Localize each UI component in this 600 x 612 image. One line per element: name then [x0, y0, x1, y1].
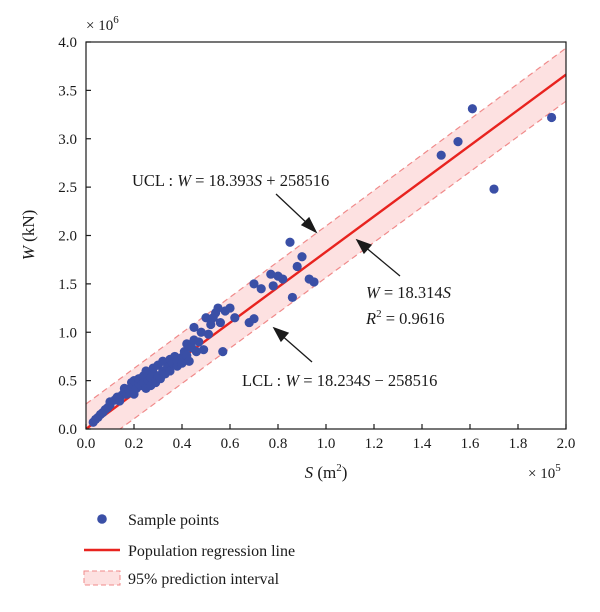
lcl-arrow [279, 333, 313, 363]
sample-point [489, 184, 499, 194]
y-tick-label: 0.0 [58, 422, 77, 438]
sample-point [199, 345, 209, 355]
regression-arrow [363, 245, 401, 277]
sample-point [213, 303, 223, 313]
x-axis-label: S (m2) [305, 462, 348, 482]
sample-point [278, 274, 288, 284]
sample-point [309, 277, 319, 287]
annotation-arrows [272, 193, 401, 363]
sample-point [191, 347, 201, 357]
sample-point [547, 112, 557, 123]
sample-point [249, 279, 259, 289]
sample-point [225, 303, 235, 313]
x-tick-label: 1.6 [461, 436, 480, 452]
sample-point [189, 322, 199, 333]
sample-point [194, 337, 204, 347]
sample-point [215, 317, 225, 328]
sample-point [165, 366, 175, 376]
sample-point [249, 314, 259, 324]
legend-band-marker [83, 570, 121, 586]
legend-label-points: Sample points [128, 512, 219, 529]
sample-point [230, 313, 240, 323]
sample-point [453, 137, 463, 147]
y-tick-label: 3.0 [58, 132, 77, 148]
sample-point [285, 237, 295, 247]
sample-point [268, 281, 278, 291]
y-tick-label: 4.0 [58, 35, 77, 51]
x-tick-label: 1.8 [509, 436, 528, 452]
y-tick-label: 3.5 [58, 83, 77, 99]
y-tick-label: 1.0 [58, 325, 77, 341]
legend-point-marker [97, 514, 107, 524]
y-tick-label: 1.5 [58, 277, 77, 293]
y-axis-multiplier: × 106 [86, 14, 119, 34]
sample-point [467, 104, 477, 114]
x-tick-label: 1.2 [365, 436, 384, 452]
sample-point [184, 356, 194, 366]
x-tick-label: 0.0 [77, 436, 96, 452]
y-tick-label: 2.5 [58, 180, 77, 196]
legend-label-band: 95% prediction interval [128, 571, 280, 588]
sample-point [436, 150, 446, 160]
x-tick-label: 2.0 [557, 436, 576, 452]
regression-arrowhead [355, 238, 373, 255]
sample-point [201, 313, 211, 323]
lcl-arrowhead [272, 326, 290, 343]
sample-point [141, 366, 151, 376]
x-tick-label: 1.0 [317, 436, 336, 452]
x-tick-label: 0.8 [269, 436, 288, 452]
x-axis-ticks: 0.0 0.2 0.4 0.6 0.8 1.0 1.2 1.4 1.6 1.8 2.0 [77, 424, 576, 452]
y-axis-ticks: 0.0 0.5 1.0 1.5 2.0 2.5 3.0 3.5 4.0 [58, 35, 91, 438]
sample-point [177, 358, 187, 368]
sample-point [203, 329, 213, 339]
sample-point [292, 261, 302, 272]
y-axis-label: W (kN) [19, 210, 38, 261]
ucl-arrowhead [300, 216, 318, 234]
sample-point [196, 327, 206, 337]
regression-annotation: W = 18.314S [366, 283, 451, 302]
legend-label-line: Population regression line [128, 543, 295, 560]
ucl-arrow [275, 193, 311, 227]
legend: Sample points Population regression line… [83, 512, 295, 588]
y-tick-label: 0.5 [58, 374, 77, 390]
sample-point [256, 284, 266, 294]
y-tick-label: 2.0 [58, 229, 77, 245]
sample-point [218, 347, 228, 357]
ucl-annotation: UCL : W = 18.393S + 258516 [132, 171, 329, 190]
r-squared-annotation: R2 = 0.9616 [365, 308, 445, 328]
x-tick-label: 0.4 [173, 436, 192, 452]
x-tick-label: 1.4 [413, 436, 432, 452]
sample-point [287, 292, 297, 303]
x-axis-multiplier: × 105 [528, 462, 561, 482]
lcl-annotation: LCL : W = 18.234S − 258516 [242, 371, 437, 390]
sample-point [297, 252, 307, 262]
sample-points [88, 104, 557, 427]
sample-point [266, 269, 276, 279]
x-tick-label: 0.2 [125, 436, 144, 452]
x-tick-label: 0.6 [221, 436, 240, 452]
